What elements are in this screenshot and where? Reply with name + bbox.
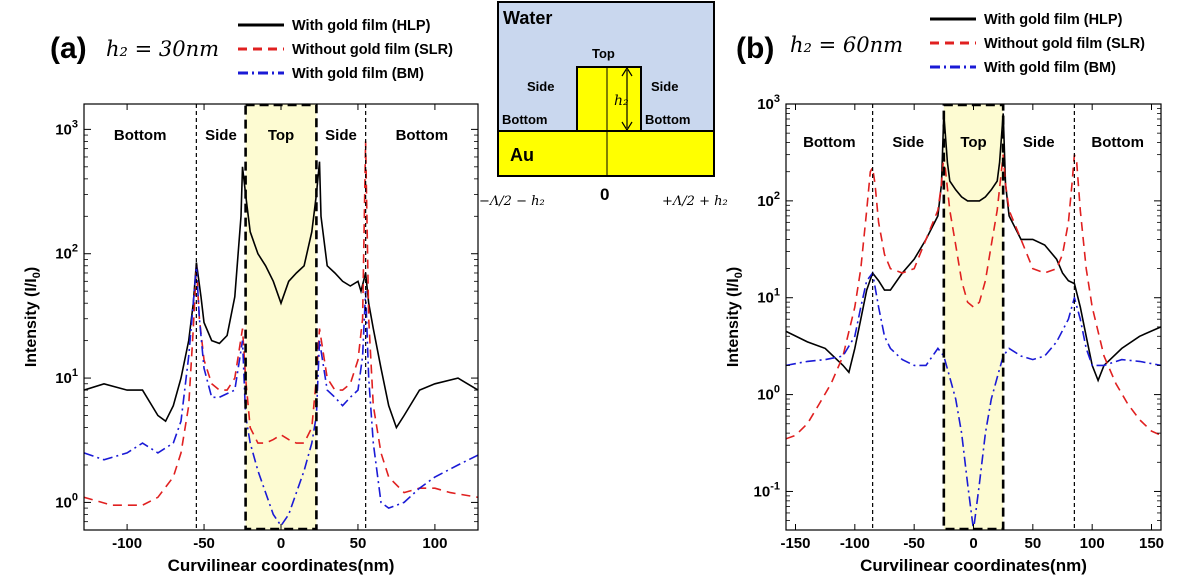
inset-x-zero: 0: [600, 185, 609, 204]
inset-water-label: Water: [503, 8, 552, 28]
inset-x-left: −Λ/2 − h₂: [479, 194, 545, 209]
legend-entry: Without gold film (SLR): [292, 42, 453, 58]
x-tick-label: 50: [1024, 535, 1041, 552]
x-axis-label: Curvilinear coordinates(nm): [168, 556, 395, 575]
y-tick-label: 102: [55, 243, 78, 263]
panel-b-h2: h₂ = 60nm: [790, 33, 903, 57]
y-tick-label: 100: [55, 491, 78, 511]
panel-a: -100 -50 0 50 100 100 101 102 103 Curvilinear coo…: [23, 103, 479, 575]
region-label-bottom: Bottom: [803, 134, 856, 151]
top-region-band: [943, 104, 1004, 530]
inset-au-label: Au: [510, 145, 534, 165]
inset-x-right: +Λ/2 + h₂: [662, 194, 728, 209]
series-line-hlp: [786, 113, 1161, 383]
x-tick-label: 100: [422, 535, 447, 552]
y-tick-label: 101: [757, 287, 780, 307]
series-line-slr: [84, 141, 478, 506]
panel-b-label: (b): [736, 32, 774, 65]
inset-top-label: Top: [592, 46, 615, 61]
legend-entry: With gold film (HLP): [292, 18, 431, 34]
gold-pillar: [576, 66, 642, 132]
x-tick-label: -100: [840, 535, 870, 552]
h2-arrowhead-up: [621, 66, 633, 77]
panel-a-h2: h₂ = 30nm: [106, 37, 219, 61]
y-tick-label: 101: [55, 367, 78, 387]
region-label-bottom: Bottom: [396, 127, 449, 144]
y-tick-label: 100: [757, 384, 780, 404]
panel-b: -150 -100 -50 0 50 100 150 10-1 100 101 102 103 Curv…: [725, 93, 1164, 575]
region-label-bottom: Bottom: [1091, 134, 1144, 151]
legend-entry: With gold film (HLP): [984, 12, 1123, 28]
region-label-side: Side: [892, 134, 924, 151]
inset-schematic: Water Au Top Side Side Bottom Bottom h₂ …: [479, 1, 728, 209]
x-tick-label: -50: [903, 535, 925, 552]
series-line-bm: [786, 271, 1161, 530]
region-label-side: Side: [1023, 134, 1055, 151]
inset-h2-label: h₂: [614, 93, 629, 109]
legend-a: With gold film (HLP) Without gold film (S…: [238, 18, 453, 82]
inset-bottom-left: Bottom: [502, 112, 548, 127]
y-tick-label: 10-1: [754, 480, 780, 500]
legend-entry: With gold film (BM): [984, 60, 1116, 76]
inset-side-left: Side: [527, 79, 554, 94]
x-tick-label: 0: [277, 535, 285, 552]
x-tick-label: 50: [350, 535, 367, 552]
x-tick-label: 0: [969, 535, 977, 552]
region-label-side: Side: [205, 127, 237, 144]
x-tick-label: -150: [780, 535, 810, 552]
x-tick-label: -50: [193, 535, 215, 552]
series-line-slr: [786, 154, 1161, 440]
y-axis-label: Intensity (I/I0): [725, 267, 745, 367]
x-tick-label: 150: [1139, 535, 1164, 552]
legend-entry: With gold film (BM): [292, 66, 424, 82]
y-axis-label: Intensity (I/I0): [23, 267, 43, 367]
region-label-top: Top: [960, 134, 986, 151]
inset-side-right: Side: [651, 79, 678, 94]
y-tick-label: 103: [55, 118, 78, 138]
h2-arrowhead-down: [621, 121, 633, 132]
series-line-hlp: [84, 161, 478, 430]
series-line-bm: [84, 265, 478, 528]
x-axis-label: Curvilinear coordinates(nm): [860, 556, 1087, 575]
top-region-band: [245, 104, 317, 530]
x-tick-label: 100: [1080, 535, 1105, 552]
y-tick-label: 102: [757, 190, 780, 210]
region-label-side: Side: [325, 127, 357, 144]
panel-a-label: (a): [50, 32, 87, 65]
gold-substrate: [497, 130, 715, 177]
inset-bottom-right: Bottom: [645, 112, 691, 127]
legend-entry: Without gold film (SLR): [984, 36, 1145, 52]
region-label-top: Top: [268, 127, 294, 144]
y-tick-label: 103: [757, 93, 780, 113]
region-label-bottom: Bottom: [114, 127, 167, 144]
x-tick-label: -100: [112, 535, 142, 552]
legend-b: With gold film (HLP) Without gold film (S…: [930, 12, 1145, 76]
